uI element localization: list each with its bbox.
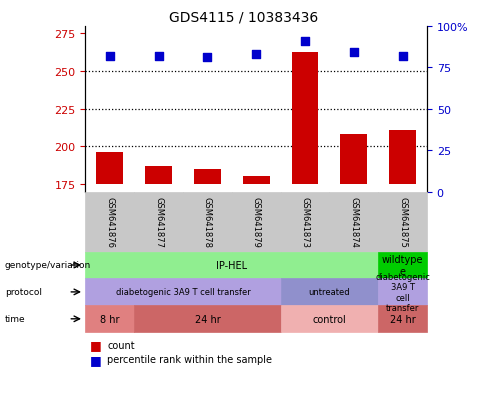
Text: GSM641874: GSM641874 <box>349 197 358 247</box>
Text: ■: ■ <box>90 338 102 351</box>
Bar <box>292 52 319 185</box>
Text: GSM641873: GSM641873 <box>301 197 309 247</box>
Text: GSM641876: GSM641876 <box>105 197 114 247</box>
Text: time: time <box>5 315 25 323</box>
Text: 24 hr: 24 hr <box>195 314 220 324</box>
Text: GSM641875: GSM641875 <box>398 197 407 247</box>
Text: diabetogenic 3A9 T cell transfer: diabetogenic 3A9 T cell transfer <box>116 288 250 297</box>
Text: untreated: untreated <box>308 288 350 297</box>
Bar <box>340 135 367 185</box>
Point <box>106 53 114 60</box>
Text: GSM641877: GSM641877 <box>154 197 163 247</box>
Text: ■: ■ <box>90 353 102 366</box>
Text: wildtype
e: wildtype e <box>382 254 424 276</box>
Bar <box>145 166 172 185</box>
Text: GDS4115 / 10383436: GDS4115 / 10383436 <box>169 10 319 24</box>
Text: IP-HEL: IP-HEL <box>216 260 247 271</box>
Point <box>399 53 407 60</box>
Point <box>155 53 163 60</box>
Text: 24 hr: 24 hr <box>390 314 415 324</box>
Bar <box>389 131 416 185</box>
Point <box>350 50 358 57</box>
Bar <box>194 169 221 185</box>
Text: percentile rank within the sample: percentile rank within the sample <box>107 354 272 364</box>
Bar <box>243 177 269 185</box>
Text: GSM641878: GSM641878 <box>203 197 212 247</box>
Text: genotype/variation: genotype/variation <box>5 261 91 270</box>
Point <box>252 52 260 58</box>
Text: diabetogenic
3A9 T
cell
transfer: diabetogenic 3A9 T cell transfer <box>375 272 430 312</box>
Text: 8 hr: 8 hr <box>100 314 120 324</box>
Text: protocol: protocol <box>5 288 42 297</box>
Text: GSM641879: GSM641879 <box>252 197 261 247</box>
Text: count: count <box>107 340 135 350</box>
Point <box>203 55 211 62</box>
Point <box>301 38 309 45</box>
Text: control: control <box>312 314 346 324</box>
Bar <box>96 153 123 185</box>
